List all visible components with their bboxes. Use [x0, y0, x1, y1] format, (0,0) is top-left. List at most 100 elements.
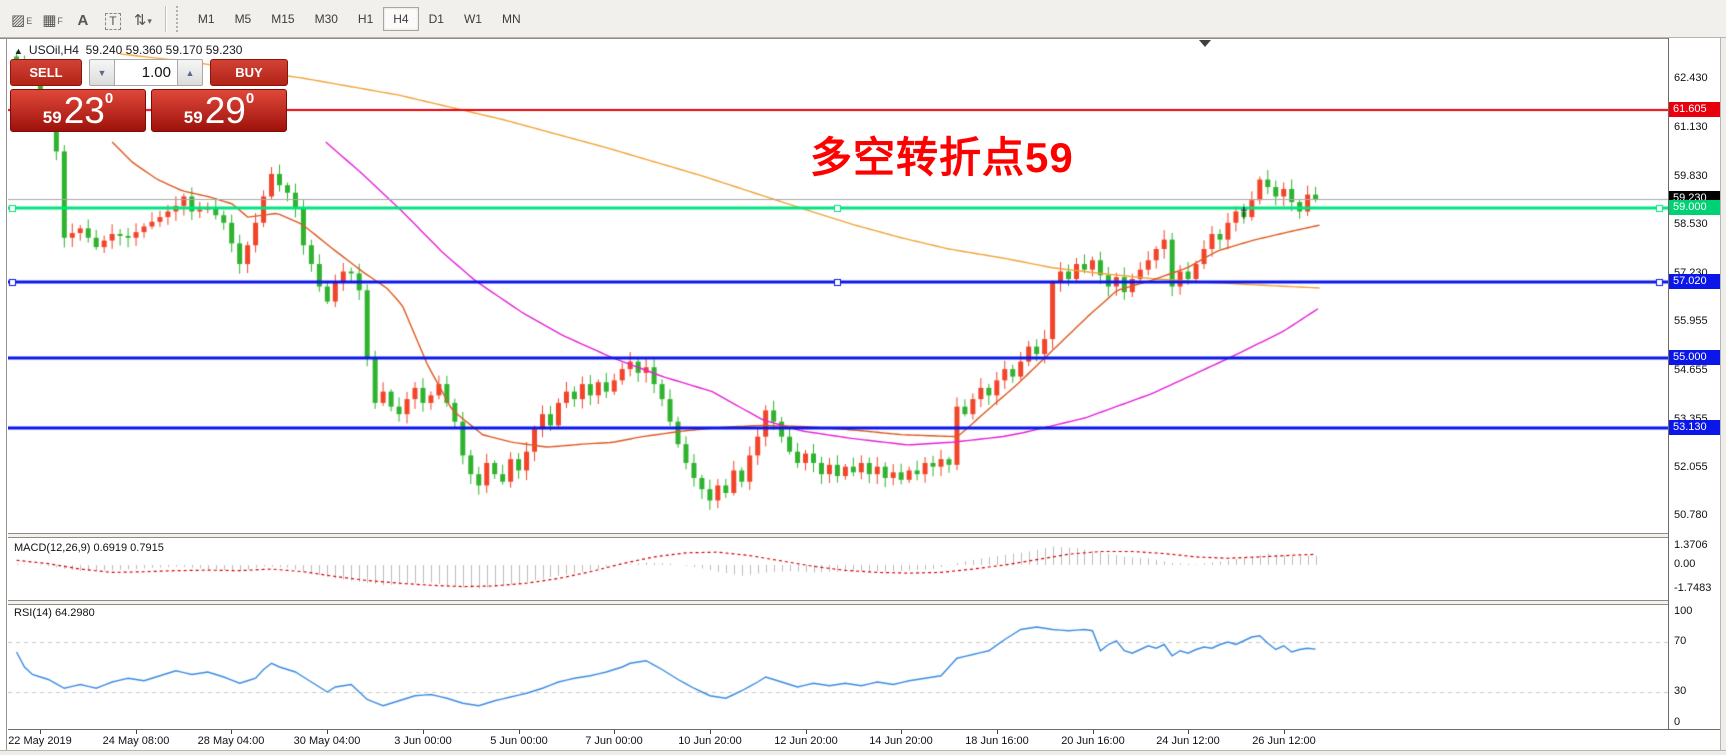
time-axis[interactable]: 22 May 2019 24 May 08:00 28 May 04:00 30 Ma… — [8, 729, 1720, 751]
volume-input[interactable] — [115, 59, 177, 86]
timeframe-button-d1[interactable]: D1 — [428, 11, 444, 26]
text-label-icon: A — [77, 11, 89, 29]
time-tick-label: 30 May 04:00 — [293, 735, 361, 747]
price-tick-label: 55.955 — [1674, 315, 1708, 327]
volume-decrease-button[interactable]: ▼ — [89, 59, 115, 86]
timeframe-button-h1[interactable]: H1 — [357, 11, 374, 26]
macd-scale-label: 1.3706 — [1674, 539, 1708, 552]
timeframe-button-mn[interactable]: MN — [501, 11, 521, 26]
price-tick-label: 52.055 — [1674, 461, 1708, 474]
text-box-icon: T — [105, 12, 121, 30]
collapse-panel-icon[interactable]: ▲ — [14, 46, 23, 56]
rsi-scale-label: 100 — [1674, 605, 1693, 617]
rsi-indicator-label: RSI(14) 64.2980 — [14, 607, 95, 619]
buy-price-figure: 59 — [183, 108, 203, 127]
ohlc-values: 59.240 59.360 59.170 59.230 — [85, 43, 243, 57]
macd-scale-label: -1.7483 — [1674, 581, 1712, 594]
indicators-icon[interactable]: ▨ E — [7, 6, 36, 32]
sell-price-figure: 59 — [42, 108, 62, 127]
timeframe-button-m5[interactable]: M5 — [234, 11, 252, 26]
cursor-arrows-icon-sub: ▾ — [147, 15, 152, 26]
macd-indicator-label: MACD(12,26,9) 0.6919 0.7915 — [14, 542, 164, 554]
grid-icon-sub: F — [57, 15, 63, 26]
timeframe-button-group: M1 M5 M15 M30 H1 H4 D1 W1 MN — [188, 6, 531, 31]
buy-price-pips: 29 — [204, 90, 246, 131]
sell-price-display[interactable]: 59 23 0 — [10, 89, 146, 132]
time-tick — [710, 730, 711, 734]
cursor-arrows-icon: ⇅ — [133, 11, 147, 29]
time-tick-label: 7 Jun 00:00 — [585, 735, 643, 747]
time-tick-label: 24 Jun 12:00 — [1156, 735, 1220, 747]
time-tick — [1188, 730, 1189, 734]
window-right-border — [1720, 38, 1726, 755]
text-box-icon[interactable]: T — [99, 6, 127, 32]
price-badge-59.000: 59.000 — [1669, 199, 1720, 215]
time-tick — [40, 730, 41, 734]
time-tick-label: 26 Jun 12:00 — [1252, 735, 1316, 747]
price-badge-61.605: 61.605 — [1669, 101, 1720, 117]
indicators-icon-sub: E — [26, 15, 33, 26]
time-tick — [327, 730, 328, 734]
volume-increase-button[interactable]: ▲ — [177, 59, 203, 86]
window-bottom-border — [0, 750, 1726, 755]
rsi-pane-canvas[interactable] — [8, 604, 1668, 729]
rsi-scale-label: 30 — [1674, 685, 1687, 697]
cursor-arrows-icon[interactable]: ⇅ ▾ — [129, 6, 157, 32]
one-click-trade-panel: SELL ▼ ▲ BUY 59 23 0 59 29 0 — [10, 59, 288, 132]
price-badge-57.020: 57.020 — [1669, 274, 1720, 290]
time-tick-label: 5 Jun 00:00 — [490, 735, 548, 747]
buy-button[interactable]: BUY — [210, 59, 288, 86]
time-tick-label: 28 May 04:00 — [197, 735, 265, 747]
time-tick — [806, 730, 807, 734]
chart-text-annotation[interactable]: 多空转折点59 — [810, 134, 1074, 181]
time-tick-label: 22 May 2019 — [8, 735, 72, 747]
sell-price-pips: 23 — [63, 90, 105, 131]
chart-title: ▲ USOil,H4 59.240 59.360 59.170 59.230 — [14, 43, 242, 57]
toolbar: ▨ E ▦ F A T ⇅ ▾ M1 M5 M15 M30 H1 H4 D1 W1 MN — [0, 0, 1726, 38]
price-tick-label: 61.130 — [1674, 120, 1708, 133]
timeframe-button-m30[interactable]: M30 — [314, 11, 338, 26]
rsi-scale-label: 70 — [1674, 635, 1687, 647]
toolbar-drag-handle[interactable] — [175, 5, 182, 32]
timeframe-button-h4[interactable]: H4 — [383, 6, 419, 31]
price-axis[interactable]: 62.43061.13059.83058.53057.23055.95554.6… — [1668, 38, 1721, 729]
time-tick — [231, 730, 232, 734]
time-tick — [901, 730, 902, 734]
timeframe-button-m15[interactable]: M15 — [271, 11, 295, 26]
price-badge-53.130: 53.130 — [1669, 420, 1720, 436]
time-tick-label: 14 Jun 20:00 — [869, 735, 933, 747]
time-tick-label: 10 Jun 20:00 — [678, 735, 742, 747]
buy-price-point: 0 — [245, 90, 255, 107]
time-tick-label: 24 May 08:00 — [102, 735, 170, 747]
sell-button[interactable]: SELL — [10, 59, 82, 86]
macd-pane-canvas[interactable] — [8, 537, 1668, 601]
price-tick-label: 59.830 — [1674, 169, 1708, 182]
price-tick-label: 58.530 — [1674, 218, 1708, 231]
toolbar-separator — [164, 5, 167, 32]
grid-icon: ▦ — [42, 11, 57, 29]
symbol-period-label: USOil,H4 — [28, 43, 79, 57]
timeframe-button-w1[interactable]: W1 — [463, 11, 482, 26]
text-label-icon[interactable]: A — [69, 6, 97, 32]
time-tick — [1284, 730, 1285, 734]
toolbar-icon-group: ▨ E ▦ F A T ⇅ ▾ — [6, 6, 158, 32]
buy-price-display[interactable]: 59 29 0 — [151, 89, 287, 132]
sell-price-point: 0 — [104, 90, 114, 107]
time-tick — [997, 730, 998, 734]
time-tick — [136, 730, 137, 734]
time-tick-label: 12 Jun 20:00 — [774, 735, 838, 747]
time-tick — [519, 730, 520, 734]
chart-shift-marker-icon[interactable] — [1199, 40, 1211, 47]
rsi-scale-label: 0 — [1674, 716, 1681, 728]
macd-scale-label: 0.00 — [1674, 558, 1696, 570]
time-tick-label: 20 Jun 16:00 — [1061, 735, 1125, 747]
indicators-icon: ▨ — [11, 11, 26, 29]
grid-icon[interactable]: ▦ F — [38, 6, 67, 32]
time-tick — [1093, 730, 1094, 734]
price-tick-label: 54.655 — [1674, 363, 1708, 376]
price-badge-55.000: 55.000 — [1669, 349, 1720, 365]
window-left-border — [6, 38, 7, 755]
price-tick-label: 62.430 — [1674, 72, 1708, 84]
timeframe-button-m1[interactable]: M1 — [197, 11, 215, 26]
